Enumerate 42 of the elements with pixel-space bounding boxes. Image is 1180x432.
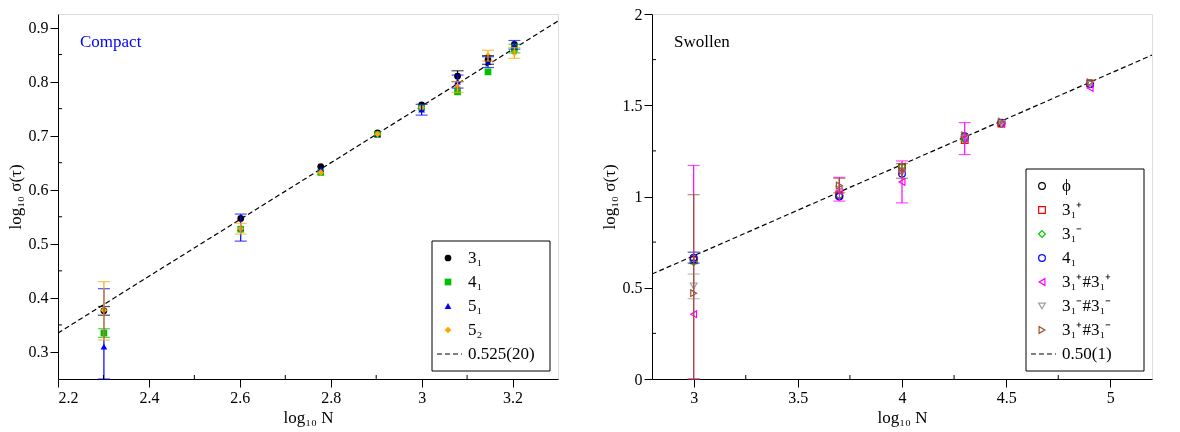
legend-label: 0.525(20) bbox=[468, 344, 535, 363]
legend-label: ϕ bbox=[1062, 176, 1071, 195]
y-tick-label: 1.5 bbox=[622, 96, 643, 114]
y-tick-label: 1 bbox=[634, 188, 643, 205]
y-tick-label: 0.5 bbox=[622, 279, 643, 297]
y-axis-title: log₁₀ σ(τ) bbox=[599, 164, 619, 230]
legend-label: 3₁⁻#3₁⁻ bbox=[1062, 296, 1112, 315]
legend-label: 0.50(1) bbox=[1062, 344, 1112, 363]
legend-label: 3₁⁻ bbox=[1062, 224, 1083, 243]
legend-label: 3₁⁺ bbox=[1062, 200, 1083, 219]
legend-label: 4₁ bbox=[468, 272, 483, 291]
y-tick-label: 0.8 bbox=[28, 73, 49, 91]
y-axis-title: log₁₀ σ(τ) bbox=[5, 164, 25, 230]
y-tick-label: 0.9 bbox=[28, 19, 49, 37]
annotation: Compact bbox=[80, 32, 142, 51]
x-tick-label: 2.4 bbox=[139, 388, 160, 406]
y-tick-label: 0.5 bbox=[28, 235, 49, 253]
y-tick-label: 0.7 bbox=[28, 127, 49, 145]
legend-label: 4₁ bbox=[1062, 248, 1077, 267]
y-tick-label: 2 bbox=[634, 5, 643, 23]
y-tick-label: 0.6 bbox=[28, 181, 49, 199]
legend-label: 3₁⁺#3₁⁻ bbox=[1062, 320, 1112, 339]
x-axis-title: log₁₀ N bbox=[283, 407, 334, 427]
x-tick-label: 2.2 bbox=[58, 388, 79, 406]
x-axis-title: log₁₀ N bbox=[877, 407, 928, 427]
legend-label: 3₁ bbox=[468, 248, 483, 267]
legend-label: 5₂ bbox=[468, 320, 483, 339]
x-tick-label: 4.5 bbox=[996, 388, 1017, 406]
y-tick-label: 0 bbox=[634, 370, 643, 388]
y-tick-label: 0.3 bbox=[28, 343, 49, 361]
x-tick-label: 2.8 bbox=[321, 388, 342, 406]
y-tick-label: 0.4 bbox=[28, 289, 49, 307]
x-tick-label: 3.5 bbox=[788, 388, 809, 406]
x-tick-label: 3 bbox=[690, 388, 699, 406]
x-tick-label: 3.2 bbox=[503, 388, 524, 406]
x-tick-label: 3 bbox=[418, 388, 427, 406]
x-tick-label: 5 bbox=[1106, 388, 1115, 406]
legend-label: 3₁⁺#3₁⁺ bbox=[1062, 272, 1112, 291]
annotation: Swollen bbox=[674, 32, 731, 51]
legend-label: 5₁ bbox=[468, 296, 483, 315]
x-tick-label: 2.6 bbox=[230, 388, 251, 406]
x-tick-label: 4 bbox=[898, 388, 907, 406]
